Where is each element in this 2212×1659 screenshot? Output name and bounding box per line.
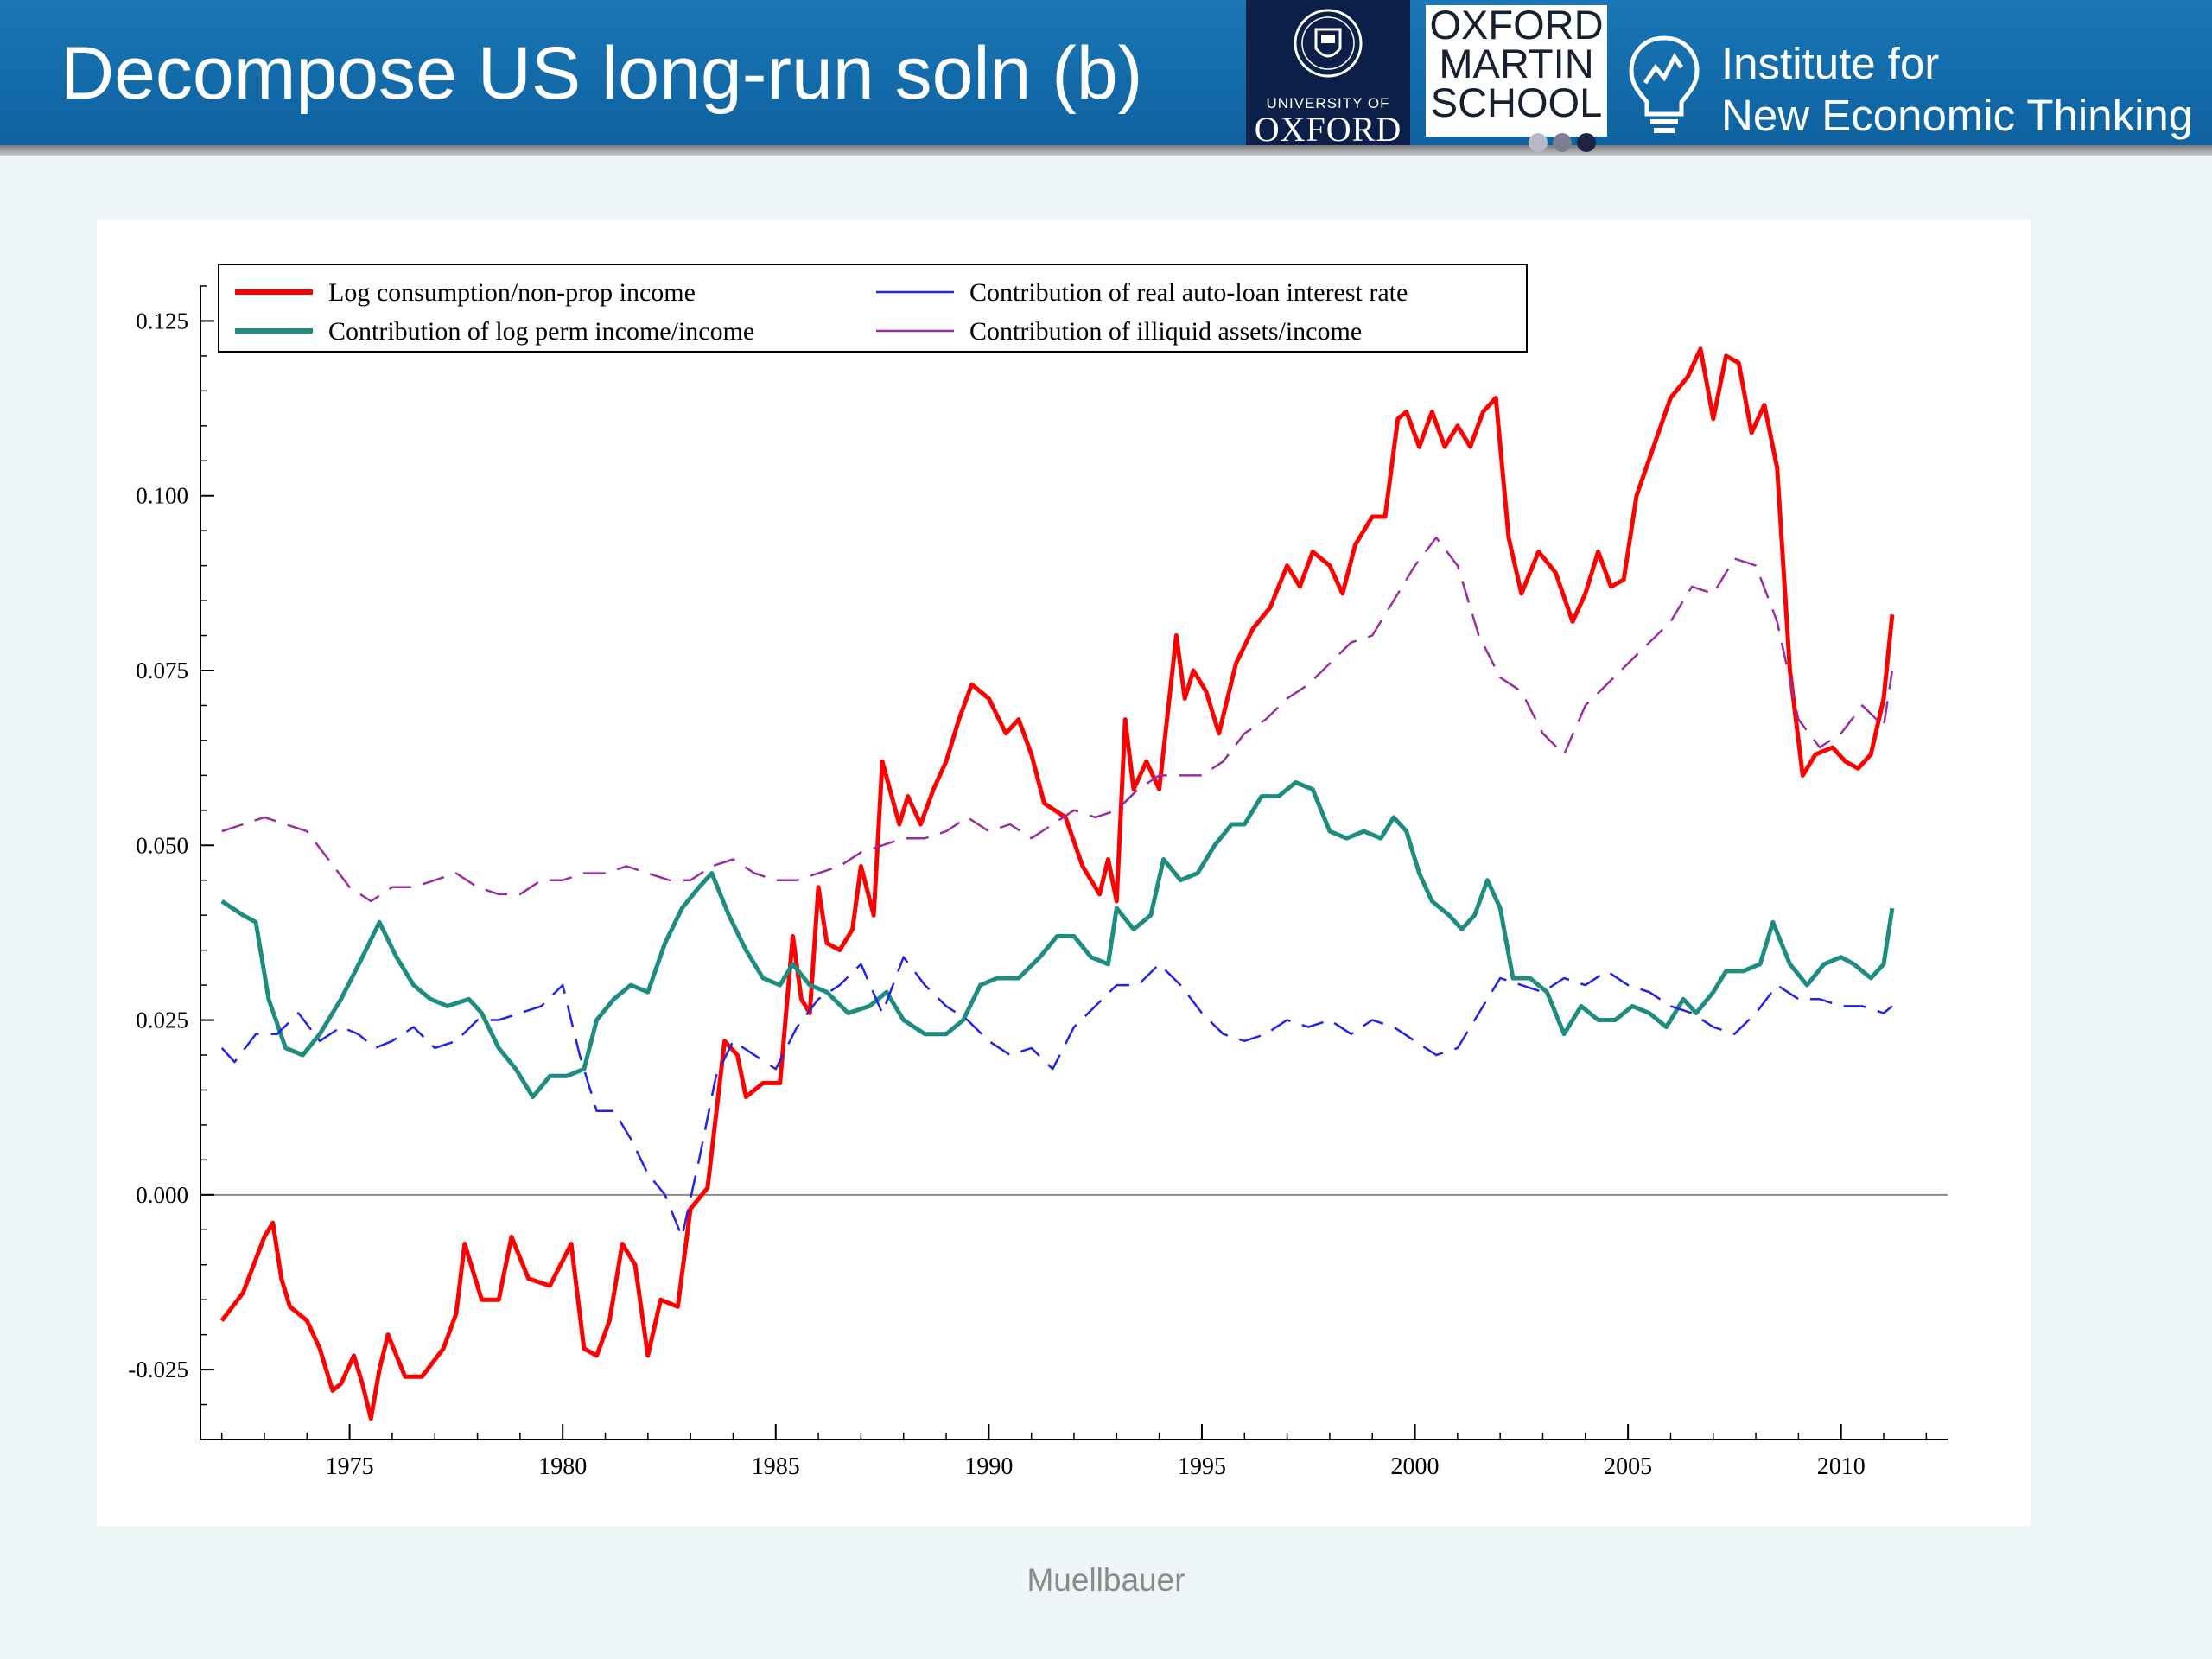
legend-label-1: Log consumption/non-prop income bbox=[328, 278, 696, 307]
inet-logo-text: Institute for New Economic Thinking bbox=[1721, 38, 2193, 142]
line-chart: -0.025 0.000 0.025 0.050 0.075 0.100 0.125 1975… bbox=[128, 264, 1948, 1480]
x-tick-label: 1995 bbox=[1178, 1453, 1226, 1480]
legend-box bbox=[218, 264, 1528, 353]
slide-title: Decompose US long-run soln (b) bbox=[60, 32, 1143, 115]
series-line-4 bbox=[221, 537, 1894, 903]
chart-panel: -0.025 0.000 0.025 0.050 0.075 0.100 0.125 1975… bbox=[97, 219, 2031, 1526]
x-tick-label: 1975 bbox=[326, 1453, 374, 1480]
y-tick-label: 0.050 bbox=[136, 832, 188, 858]
title-bar bbox=[0, 0, 2212, 145]
y-tick-label: -0.025 bbox=[128, 1357, 188, 1382]
y-tick-label: 0.025 bbox=[136, 1007, 188, 1033]
university-crest-icon bbox=[1294, 9, 1363, 78]
inet-logo-line: Institute for bbox=[1721, 39, 1940, 88]
series-line-1 bbox=[219, 346, 1895, 1421]
oms-logo-line: OXFORD bbox=[1429, 2, 1604, 48]
lightbulb-icon bbox=[1629, 35, 1700, 133]
legend-label-2: Contribution of log perm income/income bbox=[328, 317, 754, 346]
y-tick-label: 0.125 bbox=[136, 308, 188, 334]
series-line-3 bbox=[220, 956, 1893, 1238]
y-tick-label: 0.100 bbox=[136, 483, 188, 509]
x-tick-label: 1990 bbox=[964, 1453, 1013, 1480]
legend-label-3: Contribution of real auto-loan interest … bbox=[969, 278, 1408, 307]
x-tick-label: 1985 bbox=[752, 1453, 800, 1480]
decorative-dots bbox=[1529, 133, 1596, 152]
oxford-martin-school-logo: OXFORD MARTIN SCHOOL bbox=[1426, 2, 1607, 137]
oms-logo-line: MARTIN bbox=[1439, 41, 1594, 86]
x-tick-label: 1980 bbox=[538, 1453, 587, 1480]
x-tick-label: 2010 bbox=[1817, 1453, 1866, 1480]
oxford-logo-name: OXFORD bbox=[1254, 110, 1402, 149]
title-bar-divider bbox=[0, 145, 2212, 156]
oxford-logo-caption: UNIVERSITY OF bbox=[1266, 95, 1390, 111]
inet-logo-line: New Economic Thinking bbox=[1721, 91, 2194, 140]
x-tick-label: 2000 bbox=[1391, 1453, 1440, 1480]
slide-footer: Muellbauer bbox=[1027, 1562, 1185, 1598]
y-tick-label: 0.000 bbox=[136, 1182, 188, 1208]
oxford-logo: UNIVERSITY OF OXFORD bbox=[1246, 0, 1410, 149]
y-tick-label: 0.075 bbox=[136, 658, 188, 683]
series-line-2 bbox=[220, 780, 1895, 1099]
legend-label-4: Contribution of illiquid assets/income bbox=[969, 317, 1362, 346]
x-tick-label: 2005 bbox=[1604, 1453, 1652, 1480]
oms-logo-line: SCHOOL bbox=[1430, 79, 1603, 125]
